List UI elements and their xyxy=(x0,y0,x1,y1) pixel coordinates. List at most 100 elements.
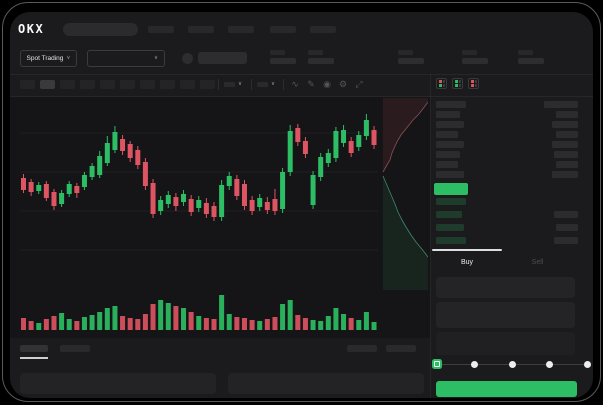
total-input-placeholder[interactable] xyxy=(436,332,575,355)
price-bar xyxy=(436,101,466,108)
active-tab-indicator xyxy=(432,249,502,251)
nav-item-placeholder[interactable] xyxy=(310,26,336,33)
chart-style-placeholder xyxy=(224,82,235,87)
price-bar xyxy=(436,237,466,244)
slider-handle[interactable] xyxy=(432,359,442,369)
chevron-down-icon: ∨ xyxy=(153,54,158,61)
bottom-action-placeholder[interactable] xyxy=(386,345,416,352)
price-bar xyxy=(436,224,464,231)
buy-submit-button[interactable] xyxy=(436,381,577,397)
tab-sell[interactable]: Sell xyxy=(531,259,544,266)
last-price-indicator[interactable] xyxy=(434,183,468,195)
coin-icon xyxy=(182,53,193,64)
camera-icon[interactable]: ◉ xyxy=(323,79,331,89)
gear-icon[interactable]: ⚙ xyxy=(338,79,348,89)
market-type-dropdown[interactable]: Spot Trading ∨ xyxy=(20,50,77,67)
orderbook-view-both-icon[interactable] xyxy=(436,78,447,89)
divider xyxy=(283,79,284,90)
divider xyxy=(430,74,431,398)
interval-button-placeholder[interactable] xyxy=(120,80,135,89)
amount-bar xyxy=(556,131,578,138)
price-bar xyxy=(436,141,464,148)
orderbook-asks xyxy=(436,101,578,181)
chevron-down-icon: ∨ xyxy=(66,54,71,61)
bid-row[interactable] xyxy=(436,237,578,244)
bottom-tab-placeholder[interactable] xyxy=(60,345,90,352)
expand-icon[interactable]: ⤢ xyxy=(355,79,363,89)
amount-bar xyxy=(554,151,578,158)
orderbook-view-bids-icon[interactable] xyxy=(452,78,463,89)
market-stat-placeholder xyxy=(462,50,488,65)
bottom-action-placeholder[interactable] xyxy=(347,345,377,352)
ask-row[interactable] xyxy=(436,131,578,138)
ask-row[interactable] xyxy=(436,111,578,118)
ask-row[interactable] xyxy=(436,151,578,158)
slider-dot[interactable] xyxy=(508,361,516,368)
bottom-tab-placeholder-active[interactable] xyxy=(20,345,48,352)
tab-buy[interactable]: Buy xyxy=(460,259,474,266)
interval-button-placeholder[interactable] xyxy=(180,80,195,89)
bottom-tab-underline xyxy=(20,357,48,359)
ask-row[interactable] xyxy=(436,171,578,178)
amount-bar xyxy=(554,211,578,218)
price-bar xyxy=(436,161,458,168)
interval-button-placeholder[interactable] xyxy=(60,80,75,89)
ask-row[interactable] xyxy=(436,101,578,108)
slider-dot[interactable] xyxy=(546,361,553,368)
market-stat-placeholder xyxy=(518,50,544,65)
market-stat-placeholder xyxy=(308,50,334,65)
okx-logo: OKX xyxy=(18,22,45,36)
bottom-panel-placeholder xyxy=(20,373,216,394)
pencil-icon[interactable]: ✎ xyxy=(307,79,315,89)
divider xyxy=(218,79,219,90)
market-stat-placeholder xyxy=(398,50,424,65)
interval-button-placeholder[interactable] xyxy=(100,80,115,89)
nav-item-placeholder[interactable] xyxy=(270,26,296,33)
slider-dot[interactable] xyxy=(583,361,591,368)
divider xyxy=(251,79,252,90)
amount-bar xyxy=(544,101,578,108)
amount-bar xyxy=(552,171,578,178)
amount-slider[interactable] xyxy=(432,359,591,371)
orderbook-bids xyxy=(436,198,578,250)
divider xyxy=(10,74,593,75)
bid-row[interactable] xyxy=(436,198,578,205)
indicator-placeholder xyxy=(257,82,268,87)
ask-row[interactable] xyxy=(436,141,578,148)
candlestick-chart[interactable] xyxy=(20,98,428,332)
interval-button-placeholder-active[interactable] xyxy=(40,80,55,89)
nav-item-placeholder[interactable] xyxy=(228,26,254,33)
price-bar xyxy=(436,111,460,118)
search-input[interactable] xyxy=(63,23,138,36)
chart-style-dropdown[interactable]: ∨ xyxy=(224,78,242,91)
interval-button-placeholder[interactable] xyxy=(200,80,215,89)
wave-icon[interactable]: ∿ xyxy=(291,79,299,89)
app-window: OKX Spot Trading ∨ ∨ xyxy=(10,12,593,398)
bid-row[interactable] xyxy=(436,224,578,231)
interval-button-placeholder[interactable] xyxy=(140,80,155,89)
orderbook-view-asks-icon[interactable] xyxy=(468,78,479,89)
nav-item-placeholder[interactable] xyxy=(188,26,214,33)
bid-row[interactable] xyxy=(436,211,578,218)
price-bar xyxy=(436,211,462,218)
slider-dot[interactable] xyxy=(471,361,478,368)
pair-dropdown[interactable]: ∨ xyxy=(87,50,165,67)
amount-input-placeholder[interactable] xyxy=(436,302,575,328)
price-input-placeholder[interactable] xyxy=(436,277,575,298)
interval-button-placeholder[interactable] xyxy=(20,80,35,89)
chevron-down-icon: ∨ xyxy=(271,80,276,87)
amount-bar xyxy=(552,141,578,148)
interval-button-placeholder[interactable] xyxy=(80,80,95,89)
interval-button-placeholder[interactable] xyxy=(160,80,175,89)
chevron-down-icon: ∨ xyxy=(238,80,243,87)
price-bar xyxy=(436,198,466,205)
amount-bar xyxy=(556,224,578,231)
market-stat-placeholder xyxy=(270,50,296,65)
indicator-dropdown[interactable]: ∨ xyxy=(257,78,275,91)
nav-item-placeholder[interactable] xyxy=(148,26,174,33)
ask-row[interactable] xyxy=(436,121,578,128)
ask-row[interactable] xyxy=(436,161,578,168)
divider xyxy=(10,96,593,97)
last-price-placeholder xyxy=(198,52,247,64)
